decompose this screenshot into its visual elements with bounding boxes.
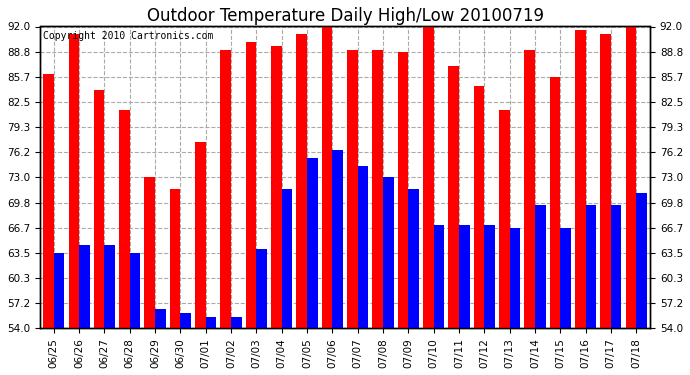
Bar <box>600 34 611 328</box>
Bar <box>94 90 104 328</box>
Bar <box>307 158 317 328</box>
Bar <box>408 189 419 328</box>
Bar <box>484 225 495 328</box>
Bar <box>79 245 90 328</box>
Bar <box>282 189 293 328</box>
Bar <box>180 313 191 328</box>
Bar <box>560 228 571 328</box>
Bar <box>383 177 393 328</box>
Bar <box>104 245 115 328</box>
Bar <box>246 42 257 328</box>
Bar <box>333 150 343 328</box>
Bar <box>43 74 54 328</box>
Bar <box>195 142 206 328</box>
Bar <box>423 15 433 328</box>
Bar <box>524 50 535 328</box>
Bar <box>459 225 470 328</box>
Bar <box>373 50 383 328</box>
Bar <box>535 205 546 328</box>
Bar <box>155 309 166 328</box>
Bar <box>397 52 408 328</box>
Bar <box>586 205 596 328</box>
Text: Copyright 2010 Cartronics.com: Copyright 2010 Cartronics.com <box>43 31 213 41</box>
Bar <box>170 189 180 328</box>
Bar <box>322 15 333 328</box>
Bar <box>626 27 636 328</box>
Bar <box>636 194 647 328</box>
Bar <box>220 50 231 328</box>
Bar <box>206 316 217 328</box>
Bar <box>575 30 586 328</box>
Bar <box>357 165 368 328</box>
Title: Outdoor Temperature Daily High/Low 20100719: Outdoor Temperature Daily High/Low 20100… <box>146 7 544 25</box>
Bar <box>231 316 241 328</box>
Bar <box>473 86 484 328</box>
Bar <box>347 50 357 328</box>
Bar <box>119 110 130 328</box>
Bar <box>297 34 307 328</box>
Bar <box>433 225 444 328</box>
Bar <box>510 228 520 328</box>
Bar <box>54 253 64 328</box>
Bar <box>144 177 155 328</box>
Bar <box>271 46 282 328</box>
Bar <box>68 34 79 328</box>
Bar <box>130 253 141 328</box>
Bar <box>257 249 267 328</box>
Bar <box>499 110 510 328</box>
Bar <box>611 205 622 328</box>
Bar <box>448 66 459 328</box>
Bar <box>549 76 560 328</box>
